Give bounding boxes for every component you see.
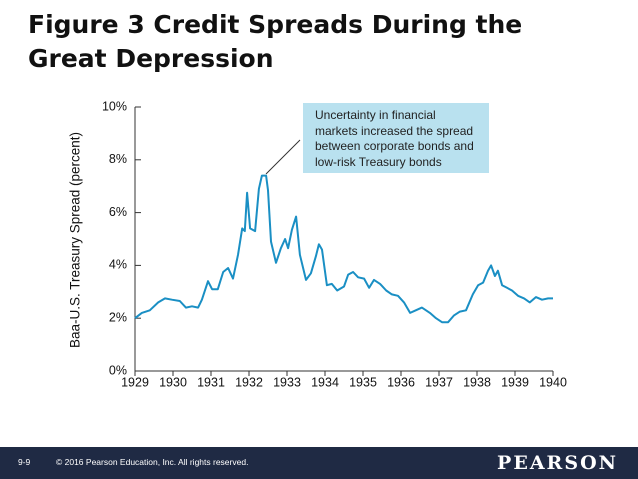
y-tick-label: 0% bbox=[109, 363, 127, 377]
annotation-leader bbox=[265, 139, 301, 175]
slide-title: Figure 3 Credit Spreads During the Great… bbox=[28, 10, 523, 73]
x-tick-label: 1936 bbox=[387, 375, 415, 389]
y-tick-label: 6% bbox=[109, 205, 127, 219]
annotation-line: low-risk Treasury bonds bbox=[315, 154, 442, 169]
y-tick-label: 10% bbox=[102, 99, 127, 113]
logo: PEARSON bbox=[497, 452, 618, 474]
x-tick-label: 1937 bbox=[425, 375, 453, 389]
slide-number: 9-9 bbox=[18, 457, 31, 467]
spread-line bbox=[134, 174, 553, 324]
annotation-line: between corporate bonds and bbox=[315, 139, 474, 153]
annotation-line: markets increased the spread bbox=[315, 123, 474, 138]
y-tick-label: 8% bbox=[109, 152, 127, 166]
x-tick-label: 1933 bbox=[273, 375, 301, 389]
y-tick-label: 2% bbox=[109, 310, 127, 324]
x-tick-label: 1929 bbox=[121, 375, 149, 389]
y-tick-label: 4% bbox=[109, 258, 127, 272]
chart: Baa-U.S. Treasury Spread (percent) 0% 2% 4… bbox=[68, 99, 567, 389]
x-tick-label: 1934 bbox=[311, 375, 339, 389]
copyright: © 2016 Pearson Education, Inc. All right… bbox=[56, 457, 249, 467]
y-axis-label: Baa-U.S. Treasury Spread (percent) bbox=[68, 132, 83, 348]
x-tick-label: 1932 bbox=[235, 375, 263, 389]
footer: 9-9 © 2016 Pearson Education, Inc. All r… bbox=[0, 447, 638, 479]
x-tick-label: 1938 bbox=[463, 375, 491, 389]
x-tick-label: 1935 bbox=[349, 375, 377, 389]
annotation-line: Uncertainty in financial bbox=[315, 108, 436, 122]
x-tick-label: 1931 bbox=[197, 375, 225, 389]
x-tick-label: 1940 bbox=[539, 375, 567, 389]
x-tick-label: 1939 bbox=[501, 375, 529, 389]
annotation: Uncertainty in financial markets increase… bbox=[303, 103, 489, 173]
x-tick-label: 1930 bbox=[159, 375, 187, 389]
